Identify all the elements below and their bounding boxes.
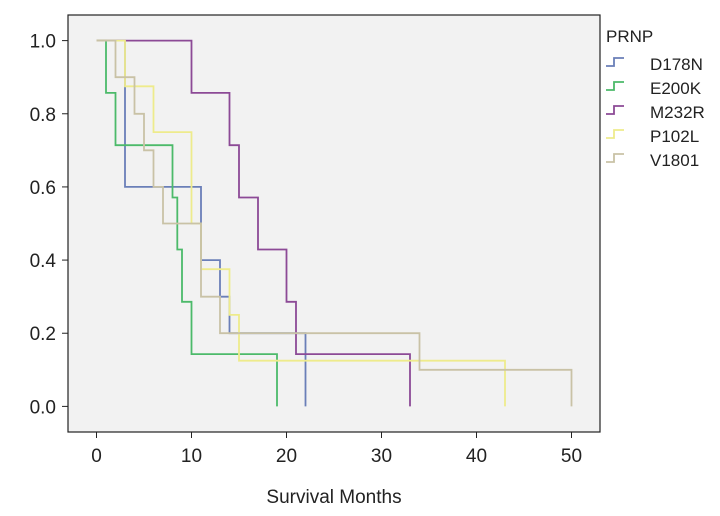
- series-layer: [96, 39, 573, 407]
- legend-label-v1801: V1801: [650, 151, 699, 170]
- legend: PRNP D178N E200K M232R P102L V1801: [606, 27, 705, 170]
- x-tick-label: 20: [276, 446, 297, 467]
- y-tick-label: 0.4: [30, 251, 57, 272]
- y-tick-label: 0.2: [30, 324, 56, 345]
- x-tick-label: 40: [466, 446, 487, 467]
- legend-label-e200k: E200K: [650, 79, 702, 98]
- legend-swatch-v1801: [606, 153, 624, 163]
- series-line-e200k: [96, 39, 278, 407]
- x-tick-label: 0: [91, 446, 102, 467]
- y-tick-label: 1.0: [30, 32, 56, 53]
- x-tick-label: 10: [181, 446, 202, 467]
- legend-swatch-e200k: [606, 81, 624, 91]
- axis-layer: 0 10 20 30 40 50 0.0 0.2 0.4 0.6 0.8 1.0: [30, 32, 582, 467]
- legend-label-d178n: D178N: [650, 55, 703, 74]
- legend-swatch-m232r: [606, 105, 624, 115]
- legend-swatch-d178n: [606, 57, 624, 67]
- legend-swatch-p102l: [606, 129, 624, 139]
- y-tick-label: 0.6: [30, 178, 56, 199]
- x-tick-label: 30: [371, 446, 392, 467]
- legend-label-m232r: M232R: [650, 103, 705, 122]
- x-axis-title: Survival Months: [266, 487, 401, 508]
- legend-title: PRNP: [606, 27, 653, 46]
- plot-area: [67, 14, 601, 433]
- x-tick-label: 50: [561, 446, 582, 467]
- legend-label-p102l: P102L: [650, 127, 699, 146]
- series-line-m232r: [96, 39, 411, 407]
- y-tick-label: 0.8: [30, 105, 56, 126]
- y-tick-label: 0.0: [30, 397, 56, 418]
- series-line-v1801: [96, 39, 573, 407]
